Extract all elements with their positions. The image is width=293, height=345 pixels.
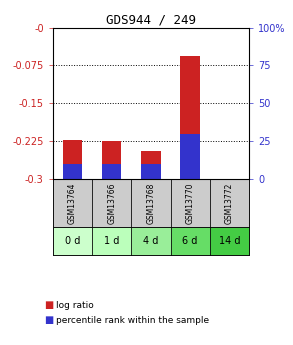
Bar (63, 140, 82, 179)
Text: 14 d: 14 d (219, 236, 240, 246)
Text: 6 d: 6 d (183, 236, 198, 246)
Text: GSM13772: GSM13772 (225, 182, 234, 224)
Text: percentile rank within the sample: percentile rank within the sample (56, 316, 209, 325)
Text: log ratio: log ratio (56, 301, 93, 310)
Text: GSM13766: GSM13766 (107, 182, 116, 224)
Bar (53, 179, 92, 227)
Bar (63, 164, 82, 179)
Text: ■: ■ (44, 300, 53, 310)
Bar (180, 56, 200, 179)
Bar (53, 227, 92, 255)
Bar (141, 164, 161, 179)
Bar (210, 227, 249, 255)
Text: GSM13768: GSM13768 (146, 182, 155, 224)
Text: 4 d: 4 d (143, 236, 159, 246)
Bar (141, 151, 161, 179)
Bar (92, 179, 131, 227)
Text: GSM13770: GSM13770 (186, 182, 195, 224)
Title: GDS944 / 249: GDS944 / 249 (106, 13, 196, 27)
Bar (92, 227, 131, 255)
Text: ■: ■ (44, 315, 53, 325)
Bar (102, 141, 121, 179)
Text: GSM13764: GSM13764 (68, 182, 77, 224)
Text: 1 d: 1 d (104, 236, 119, 246)
Bar (210, 179, 249, 227)
Bar (102, 164, 121, 179)
Bar (171, 179, 210, 227)
Bar (131, 179, 171, 227)
Bar (180, 134, 200, 179)
Text: 0 d: 0 d (65, 236, 80, 246)
Bar (131, 227, 171, 255)
Bar (171, 227, 210, 255)
